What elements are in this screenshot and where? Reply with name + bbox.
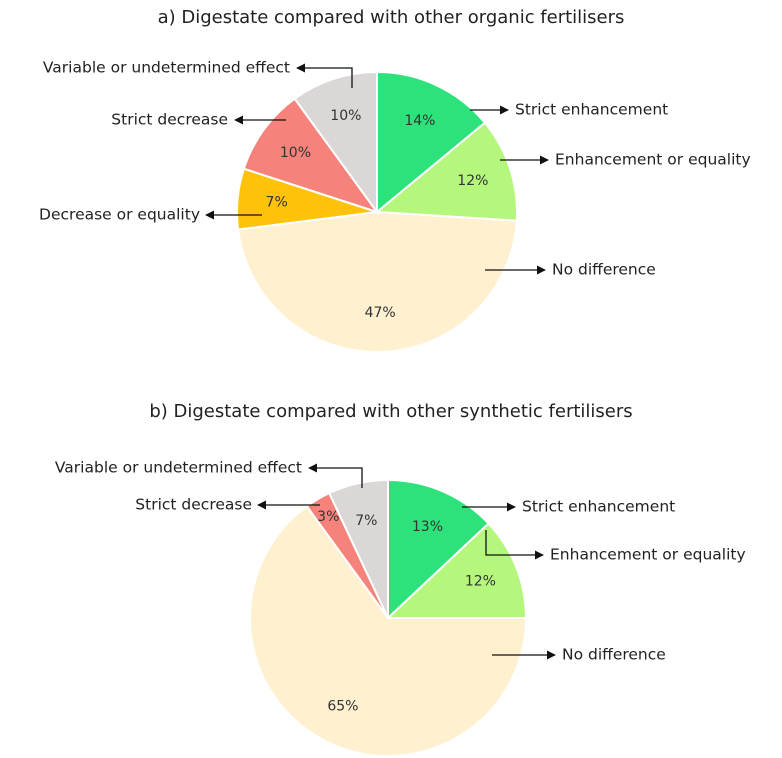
- chart-title: a) Digestate compared with other organic…: [158, 7, 625, 28]
- category-label: Variable or undetermined effect: [55, 459, 302, 477]
- pie-slice: [376, 70, 487, 215]
- category-label: Enhancement or equality: [550, 546, 746, 564]
- slice-label: 7%: [355, 513, 377, 529]
- pie-slice: [242, 97, 380, 214]
- slice-label: 14%: [404, 113, 435, 129]
- slice-label: 65%: [327, 699, 358, 715]
- category-label: Enhancement or equality: [555, 151, 751, 169]
- category-label: Variable or undetermined effect: [43, 59, 290, 77]
- slice-label: 12%: [465, 573, 496, 589]
- category-label: No difference: [552, 261, 656, 279]
- leader-arrow: [485, 530, 544, 560]
- category-label: Decrease or equality: [39, 206, 200, 224]
- category-label: Strict enhancement: [522, 498, 675, 516]
- slice-label: 10%: [330, 108, 361, 124]
- slice-label: 47%: [365, 305, 396, 321]
- pie-slice: [387, 478, 491, 621]
- category-label: No difference: [562, 646, 666, 664]
- category-label: Strict enhancement: [515, 101, 668, 119]
- pie-slice: [374, 121, 518, 222]
- pie-slice: [249, 504, 528, 757]
- category-label: Strict decrease: [135, 496, 252, 514]
- chart-title: b) Digestate compared with other synthet…: [149, 401, 632, 422]
- slice-label: 7%: [266, 195, 288, 211]
- leader-arrow: [296, 63, 353, 88]
- pie-slice: [293, 70, 378, 216]
- category-label: Strict decrease: [111, 111, 228, 129]
- pie-slice: [236, 210, 518, 353]
- slice-label: 13%: [412, 519, 443, 535]
- slice-label: 12%: [457, 173, 488, 189]
- slice-label: 3%: [317, 509, 339, 525]
- leader-arrow: [308, 463, 363, 488]
- slice-label: 10%: [280, 145, 311, 161]
- pie-slice: [327, 478, 389, 619]
- pie-slice: [385, 522, 528, 619]
